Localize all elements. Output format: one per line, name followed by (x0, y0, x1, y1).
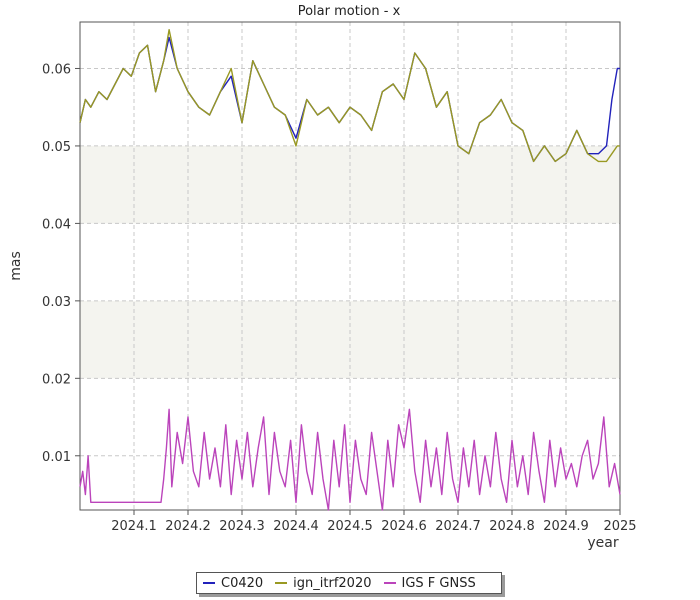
x-tick-label: 2024.7 (435, 519, 481, 534)
y-tick-label: 0.04 (42, 217, 71, 232)
grid-lines (80, 22, 621, 510)
x-axis-ticks: 2024.1 2024.2 2024.3 2024.4 2024.5 2024.6 2024… (111, 510, 637, 534)
series-line-igs-f-gnss (79, 408, 621, 511)
y-tick-label: 0.01 (42, 450, 71, 465)
legend-swatch-igs-f-gnss (383, 582, 396, 584)
y-tick-label: 0.06 (42, 62, 71, 77)
x-tick-label: 2024.6 (381, 519, 427, 534)
x-tick-label: 2024.5 (327, 519, 373, 534)
x-tick-label: 2024.4 (273, 519, 319, 534)
y-tick-label: 0.03 (42, 295, 71, 310)
legend-label-c0420: C0420 (221, 575, 264, 591)
series-line-ign-itrf2020 (79, 29, 620, 163)
legend-swatch-c0420 (203, 582, 215, 584)
legend-label-igs-f-gnss: IGS F GNSS (401, 575, 476, 591)
x-axis-label: year (587, 535, 618, 551)
y-axis-label: mas (8, 251, 24, 281)
legend: C0420 ign_itrf2020 IGS F GNSS (196, 572, 502, 594)
series-lines (79, 29, 621, 511)
y-tick-label: 0.05 (42, 140, 71, 155)
x-tick-label: 2024.1 (111, 519, 157, 534)
legend-label-ign-itrf2020: ign_itrf2020 (293, 575, 372, 591)
y-axis-ticks: 0.01 0.02 0.03 0.04 0.05 0.06 (42, 62, 80, 465)
legend-item-c0420: C0420 (203, 576, 263, 591)
x-tick-label: 2024.2 (165, 519, 211, 534)
x-tick-label: 2025 (603, 519, 636, 534)
x-tick-label: 2024.3 (219, 519, 265, 534)
x-tick-label: 2024.9 (543, 519, 589, 534)
x-tick-label: 2024.8 (489, 519, 535, 534)
legend-item-igs-f-gnss: IGS F GNSS (383, 575, 476, 591)
legend-item-ign-itrf2020: ign_itrf2020 (275, 575, 372, 591)
y-tick-label: 0.02 (42, 372, 71, 387)
legend-swatch-ign-itrf2020 (275, 582, 288, 584)
chart-title: Polar motion - x (298, 4, 401, 19)
